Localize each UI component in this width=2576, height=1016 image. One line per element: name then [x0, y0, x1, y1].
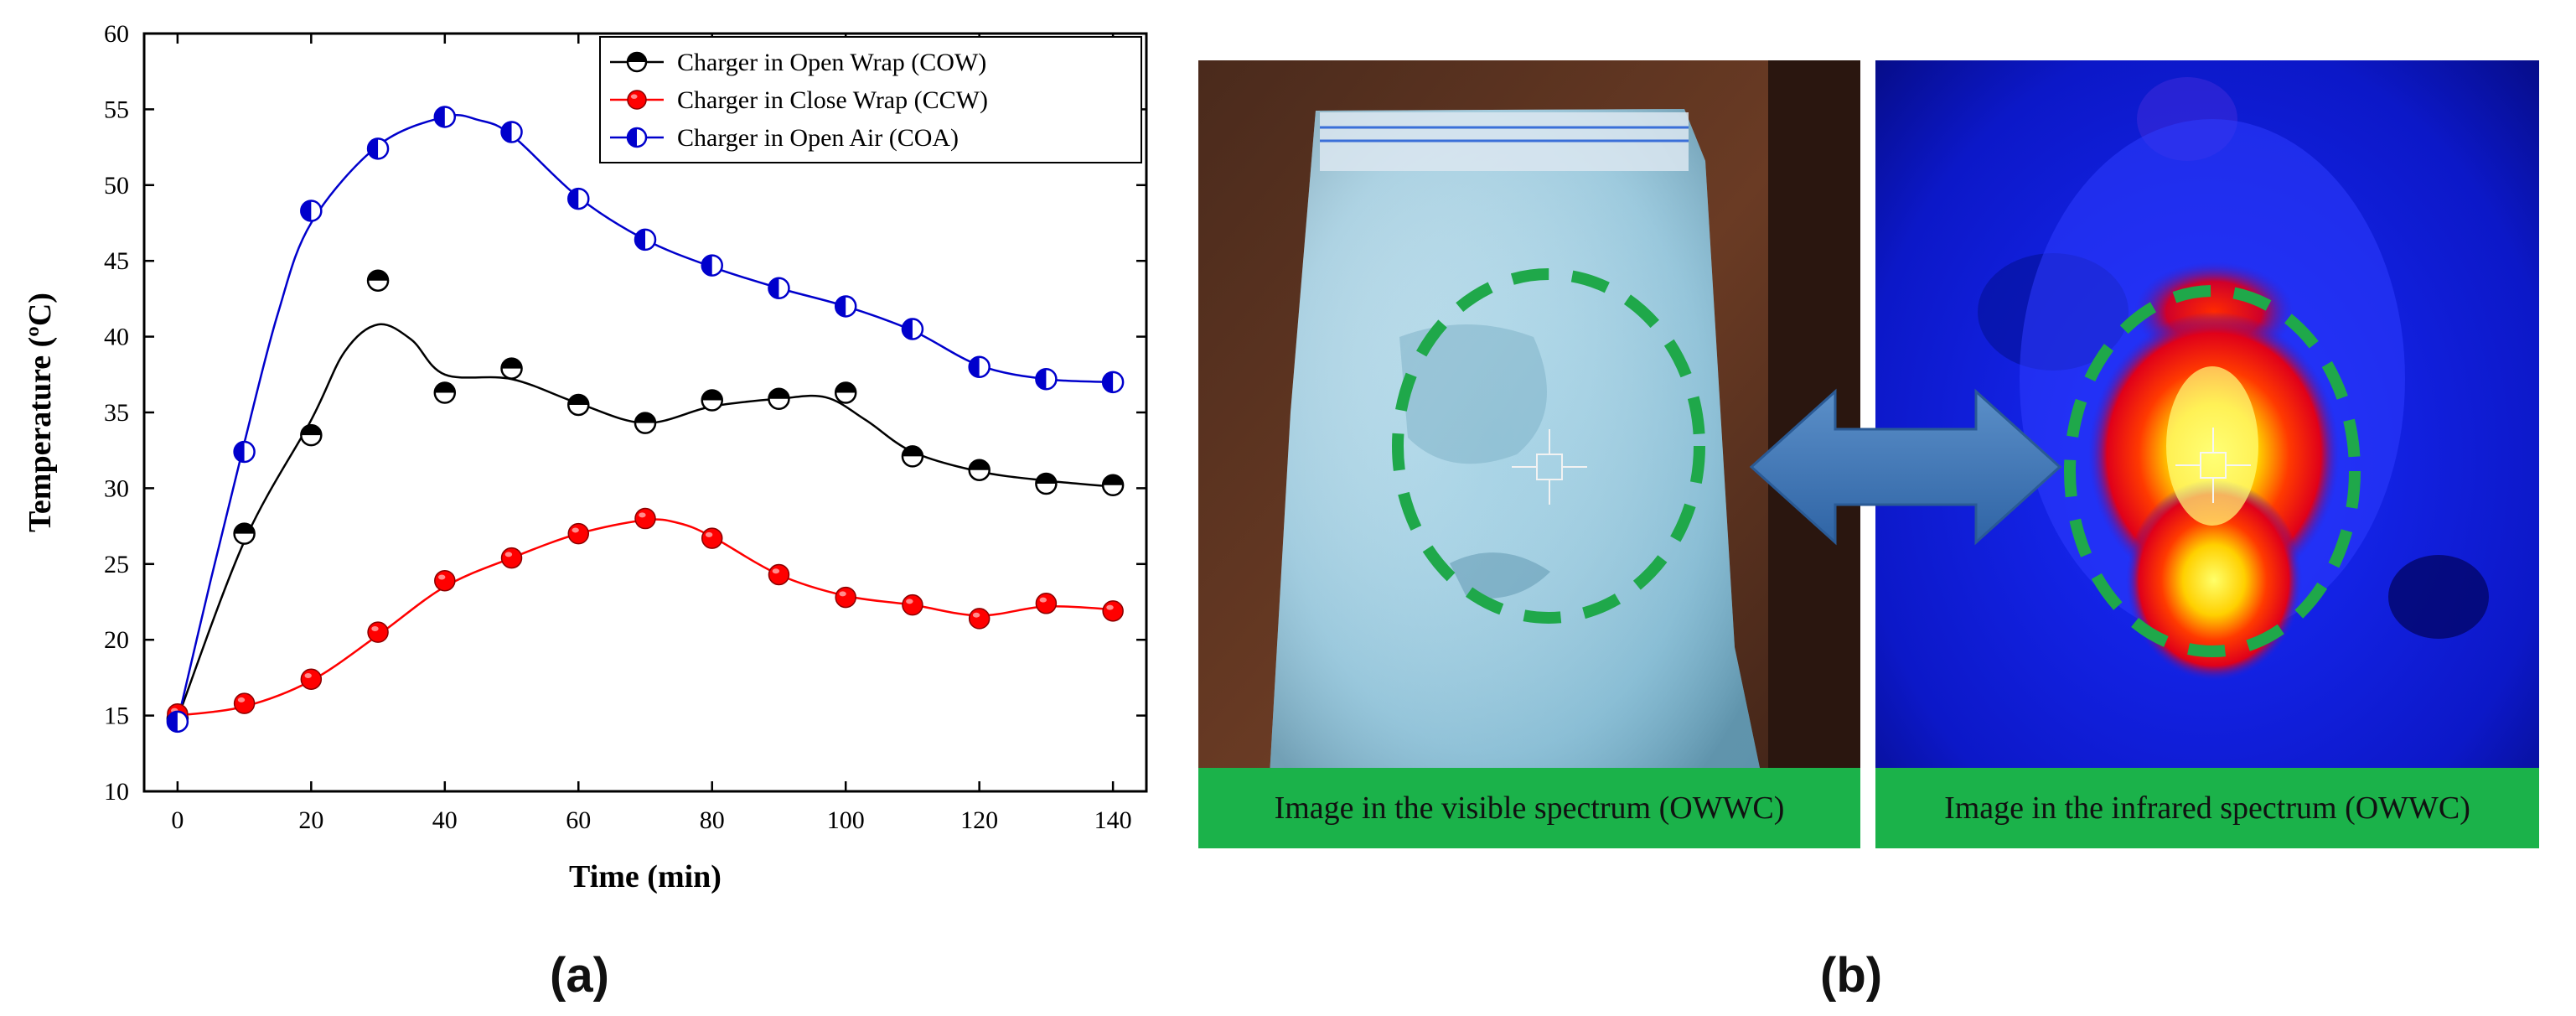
x-tick-label: 120 [960, 806, 998, 834]
legend-marker [627, 90, 647, 110]
data-point [233, 440, 256, 464]
legend-marker [626, 127, 648, 148]
panel-b-label: (b) [1820, 948, 1883, 1003]
panel-b: Image in the visible spectrum (OWWC) Ima… [1198, 60, 2576, 848]
x-tick-label: 140 [1094, 806, 1132, 834]
region-ellipse-visible [1392, 268, 1705, 624]
data-point [433, 381, 457, 404]
x-tick-label: 0 [171, 806, 184, 834]
data-point [768, 387, 790, 410]
y-tick-label: 60 [104, 20, 129, 48]
data-point [366, 269, 390, 292]
data-point [567, 393, 590, 417]
data-point [968, 355, 991, 379]
data-point [1102, 600, 1124, 622]
data-point [701, 527, 723, 549]
data-point [768, 277, 790, 299]
data-point [902, 594, 923, 616]
data-point [834, 295, 857, 318]
data-point [567, 522, 590, 545]
image-pair [1198, 60, 2539, 844]
data-point [500, 357, 523, 380]
series-line [177, 518, 1114, 717]
caption-visible-text: Image in the visible spectrum (OWWC) [1274, 791, 1785, 826]
infrared-spectrum-photo [1875, 60, 2539, 844]
data-point [901, 445, 924, 468]
x-tick-label: 80 [700, 806, 725, 834]
y-tick-label: 50 [104, 172, 129, 200]
y-tick-label: 45 [104, 247, 129, 275]
data-point [901, 318, 924, 340]
data-point [968, 459, 991, 481]
data-point [567, 187, 590, 210]
y-axis-label: Temperature (ºC) [23, 293, 58, 532]
data-point [634, 228, 657, 251]
data-point [768, 563, 790, 586]
visible-spectrum-photo [1198, 60, 1860, 844]
legend-label: Charger in Open Wrap (COW) [677, 49, 986, 76]
caption-infrared: Image in the infrared spectrum (OWWC) [1875, 768, 2539, 848]
data-point [1101, 474, 1125, 497]
legend-box [599, 36, 1142, 163]
data-point [366, 137, 390, 160]
data-point [300, 200, 323, 222]
legend-marker [626, 51, 648, 73]
y-tick-label: 30 [104, 474, 129, 502]
y-tick-label: 10 [104, 778, 129, 806]
data-point [166, 710, 189, 733]
y-tick-label: 35 [104, 399, 129, 427]
legend-label: Charger in Open Air (COA) [677, 124, 959, 152]
data-point [500, 547, 523, 569]
x-tick-label: 40 [432, 806, 458, 834]
caption-infrared-text: Image in the infrared spectrum (OWWC) [1944, 791, 2470, 826]
data-point [701, 254, 723, 277]
data-point [1035, 472, 1058, 495]
x-axis-label: Time (min) [569, 859, 722, 894]
x-tick-label: 60 [566, 806, 591, 834]
crosshair-infrared [2175, 428, 2251, 503]
data-point [834, 381, 857, 404]
data-point [835, 586, 856, 609]
y-tick-label: 55 [104, 96, 129, 123]
caption-visible: Image in the visible spectrum (OWWC) [1198, 768, 1860, 848]
data-point [634, 507, 656, 530]
temperature-chart: 0 20 40 60 80 100 120 140 10 15 20 25 30 35 40 45 50 55 60… [23, 20, 1148, 894]
data-point [434, 569, 456, 592]
region-ellipse-infrared [2064, 285, 2361, 657]
data-point [1101, 371, 1125, 394]
data-point [634, 412, 657, 434]
x-tick-label: 100 [827, 806, 865, 834]
legend-label: Charger in Close Wrap (CCW) [677, 86, 988, 114]
double-arrow-icon [1749, 388, 2062, 546]
data-point [233, 522, 256, 545]
y-tick-label: 40 [104, 324, 129, 351]
y-tick-label: 25 [104, 551, 129, 578]
crosshair-visible [1512, 429, 1587, 505]
data-point [233, 692, 256, 714]
y-tick-label: 15 [104, 702, 129, 730]
data-point [500, 121, 523, 143]
data-point [968, 608, 991, 630]
data-point [1035, 593, 1058, 614]
data-point [367, 621, 389, 643]
data-point [300, 423, 323, 447]
data-point [300, 668, 323, 690]
data-point [433, 106, 457, 128]
data-point [1035, 367, 1058, 391]
y-tick-label: 20 [104, 626, 129, 654]
panel-a-label: (a) [550, 948, 609, 1003]
x-tick-label: 20 [298, 806, 323, 834]
data-point [701, 389, 723, 412]
